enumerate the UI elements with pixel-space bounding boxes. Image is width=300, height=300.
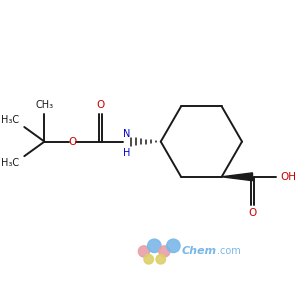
Text: O: O bbox=[68, 136, 76, 147]
Text: CH₃: CH₃ bbox=[35, 100, 53, 110]
Text: H: H bbox=[123, 148, 130, 158]
Text: OH: OH bbox=[280, 172, 296, 182]
Text: O: O bbox=[248, 208, 256, 218]
Circle shape bbox=[159, 246, 170, 257]
Text: H₃C: H₃C bbox=[1, 115, 19, 125]
Circle shape bbox=[148, 239, 161, 253]
Polygon shape bbox=[222, 173, 253, 181]
Text: O: O bbox=[96, 100, 105, 110]
Circle shape bbox=[144, 254, 154, 264]
Text: N: N bbox=[123, 129, 130, 139]
Text: Chem: Chem bbox=[182, 246, 217, 256]
Circle shape bbox=[167, 239, 180, 253]
Circle shape bbox=[138, 246, 149, 257]
Circle shape bbox=[156, 254, 166, 264]
Text: .com: .com bbox=[217, 246, 241, 256]
Text: H₃C: H₃C bbox=[1, 158, 19, 168]
